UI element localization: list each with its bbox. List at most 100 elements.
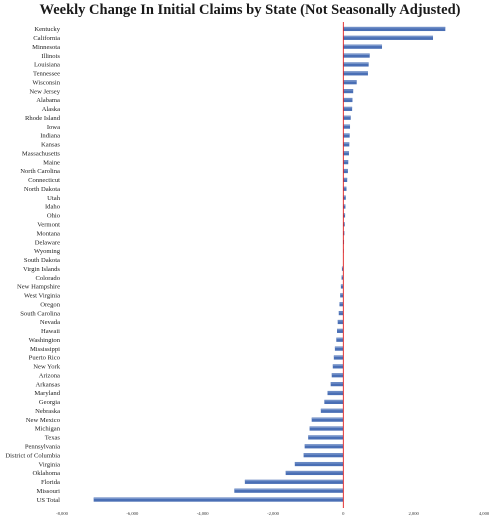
category-label: Arkansas [35,381,60,388]
category-label: South Carolina [20,310,60,317]
bar [304,444,344,449]
category-label: Virginia [39,461,61,468]
bar [343,124,351,129]
bar [343,142,350,147]
bar-highlight [343,124,351,127]
x-tick-label: -6,000 [126,511,139,517]
category-label: Arizona [39,372,60,379]
bar-highlight [339,302,344,304]
bar [343,35,434,40]
bar [337,319,344,325]
bar-highlight [303,453,344,455]
x-tick-label: -2,000 [267,511,280,517]
bar-highlight [333,355,344,357]
category-label: South Dakota [24,257,60,264]
category-label: Washington [29,337,61,344]
bar-highlight [343,133,350,135]
bar [336,337,344,342]
bar-highlight [309,426,344,428]
bar [343,62,369,67]
bar [303,453,344,458]
bar-highlight [343,98,353,100]
category-label: Mississippi [30,346,60,353]
bar-highlight [332,364,344,366]
bar [341,266,344,271]
category-label: Illinois [41,53,60,60]
bar-highlight [343,151,349,153]
category-label: Oregon [40,301,60,308]
bar-highlight [343,53,370,55]
category-label: US Total [37,497,61,504]
bar-highlight [343,62,369,64]
x-tick-label: -4,000 [197,511,210,517]
category-label: Georgia [39,399,60,406]
chart-title: Weekly Change In Initial Claims by State… [39,2,461,18]
bar [320,408,344,413]
bar [234,488,344,493]
bar-highlight [343,160,349,162]
bar [343,133,350,138]
category-label: New Hampshire [17,284,60,291]
bar [343,151,349,156]
bar-highlight [343,195,346,198]
bar-highlight [340,284,344,286]
bar-highlight [308,435,344,437]
bar-highlight [343,89,354,91]
category-label: Indiana [40,133,60,140]
bar-highlight [244,480,344,482]
category-label: New York [33,364,60,371]
bar-highlight [343,116,351,118]
bar-highlight [343,71,368,73]
bar-highlight [294,462,344,464]
bar-highlight [343,187,347,189]
category-label: Alaska [42,106,60,113]
bar-highlight [337,320,344,322]
category-label: Kentucky [34,26,60,33]
bar [285,470,344,476]
category-label: Tennessee [33,71,60,78]
bar [337,328,344,333]
category-label: Maryland [34,390,60,397]
bar-highlight [311,417,344,420]
bar-highlight [234,489,344,491]
category-label: Kansas [41,142,60,149]
bar [343,26,446,32]
category-label: Vermont [37,222,60,229]
bar-highlight [330,382,344,384]
bar [331,373,344,378]
bar [244,479,344,484]
bar [340,284,344,289]
bar [343,204,346,209]
bar [343,106,353,111]
bar [332,364,344,369]
bar-highlight [304,444,344,446]
bar-highlight [343,107,353,109]
bar [330,382,344,387]
category-label: Wyoming [34,248,61,255]
bar [93,497,344,502]
x-tick-label: 2,000 [408,511,419,517]
category-label: Louisiana [34,62,60,69]
category-label: Colorado [35,275,60,282]
category-label: North Carolina [20,168,60,175]
bar [343,115,351,120]
bar-highlight [343,204,346,206]
bar [343,89,354,94]
bar [327,390,344,396]
bar-highlight [343,178,348,180]
category-label: Alabama [36,97,60,104]
bar [311,417,344,422]
category-label: Oklahoma [33,470,61,477]
bar-highlight [327,391,344,393]
bar-highlight [343,142,350,144]
category-label: Minnesota [32,44,60,51]
bar-highlight [343,169,348,171]
category-label: District of Columbia [5,452,60,459]
bar-highlight [93,497,344,499]
category-label: Missouri [37,488,61,495]
category-label: California [33,35,60,42]
bar [343,186,347,191]
category-label: Texas [45,435,61,442]
bar-highlight [324,400,344,402]
